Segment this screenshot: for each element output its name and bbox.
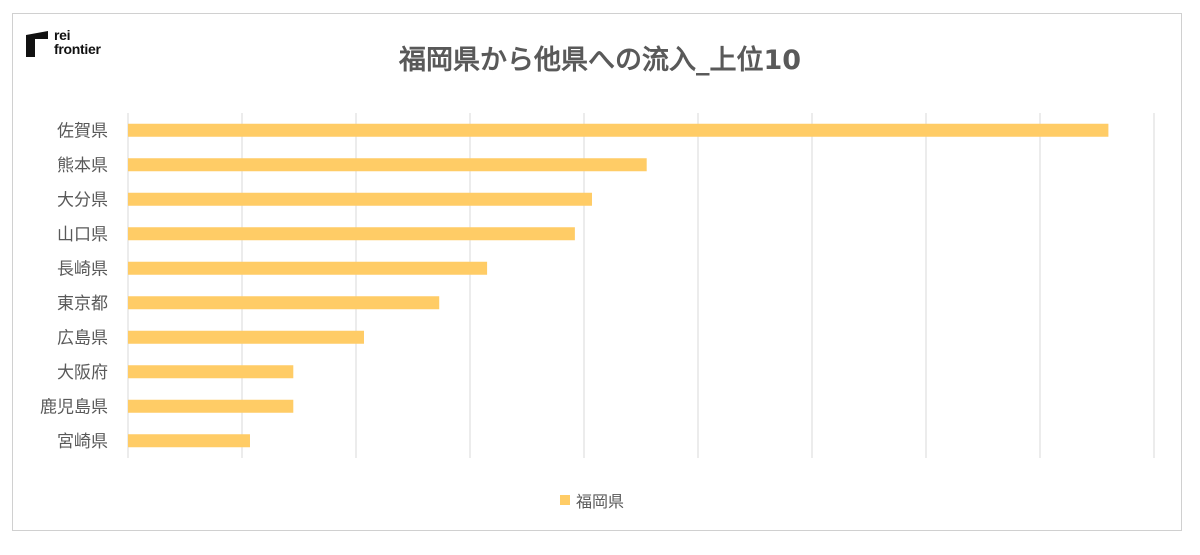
- bar: [128, 330, 364, 344]
- bar: [128, 192, 592, 206]
- brand-logo: rei frontier: [26, 28, 126, 61]
- logo-line1: rei: [54, 27, 71, 43]
- category-label: 長崎県: [57, 259, 108, 279]
- chart-title: 福岡県から他県への流入_上位10: [398, 45, 802, 76]
- bar: [128, 123, 1109, 137]
- bar: [128, 261, 488, 275]
- bar: [128, 399, 294, 413]
- logo-mark-icon: [26, 31, 48, 57]
- category-label: 東京都: [57, 294, 108, 314]
- category-label: 大阪府: [57, 363, 108, 383]
- category-label: 鹿児島県: [40, 397, 108, 417]
- category-label: 熊本県: [57, 156, 108, 176]
- legend-swatch: [560, 495, 570, 505]
- category-label: 大分県: [57, 190, 108, 210]
- category-label: 宮崎県: [57, 432, 108, 452]
- bar: [128, 434, 250, 448]
- bar: [128, 296, 440, 310]
- legend: 福岡県: [560, 488, 624, 512]
- logo-line2: frontier: [54, 41, 101, 57]
- category-label: 佐賀県: [57, 121, 108, 141]
- bar: [128, 365, 294, 379]
- bar: [128, 227, 575, 241]
- category-label: 広島県: [57, 328, 108, 348]
- bar: [128, 158, 647, 172]
- logo-text: rei frontier: [54, 28, 101, 56]
- legend-label: 福岡県: [576, 492, 625, 511]
- category-label: 山口県: [57, 225, 108, 245]
